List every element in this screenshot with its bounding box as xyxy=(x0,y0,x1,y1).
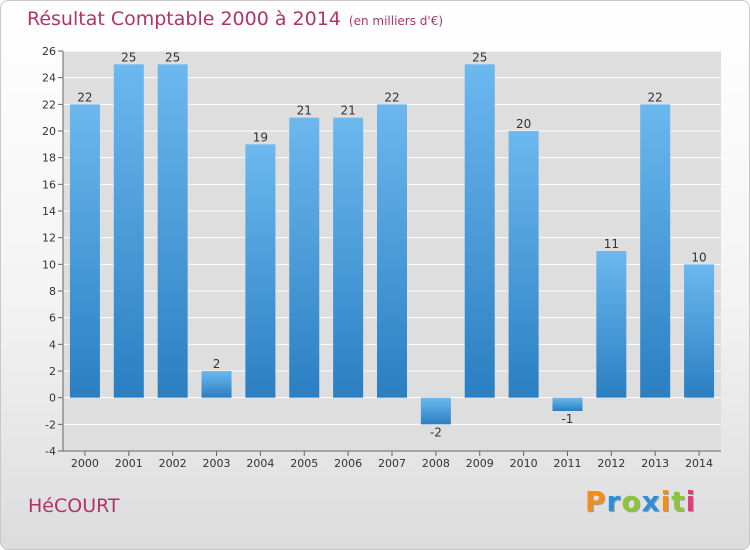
logo-letter: t xyxy=(671,485,686,518)
data-label: 21 xyxy=(340,104,355,118)
bar-2011 xyxy=(552,397,583,411)
data-label: 25 xyxy=(121,50,136,64)
data-label: 21 xyxy=(297,104,312,118)
y-tick-label: -4 xyxy=(45,445,56,458)
y-tick-label: 10 xyxy=(42,258,56,271)
bars xyxy=(69,64,715,425)
y-tick-label: 0 xyxy=(49,392,56,405)
data-label: -2 xyxy=(430,425,442,439)
bar-2010 xyxy=(508,131,539,398)
y-tick-label: 22 xyxy=(42,98,56,111)
bar-2000 xyxy=(69,104,100,398)
chart-title: Résultat Comptable 2000 à 2014 (en millie… xyxy=(27,8,443,30)
bar-2009 xyxy=(464,64,495,398)
y-tick-label: 4 xyxy=(49,338,56,351)
x-tick-label: 2014 xyxy=(685,457,713,470)
y-tick-label: -2 xyxy=(45,418,56,431)
data-label: -1 xyxy=(561,412,573,426)
logo-letter: o xyxy=(621,485,642,518)
y-tick-label: 18 xyxy=(42,152,56,165)
logo-letter: x xyxy=(641,485,661,518)
y-tick-label: 20 xyxy=(42,125,56,138)
y-tick-label: 16 xyxy=(42,178,56,191)
chart-title-text: Résultat Comptable 2000 à 2014 xyxy=(27,8,341,30)
chart-subtitle: (en milliers d'€) xyxy=(348,14,444,28)
y-tick-label: 6 xyxy=(49,312,56,325)
logo-letter: P xyxy=(585,485,607,518)
bar-2005 xyxy=(289,117,320,398)
bar-2006 xyxy=(333,117,364,398)
x-tick-label: 2009 xyxy=(466,457,494,470)
data-label: 10 xyxy=(691,250,706,264)
x-axis: 2000 2001 2002 2003 2004 2005 2006 2007 2008 2009… xyxy=(63,450,721,470)
x-tick-label: 2000 xyxy=(71,457,99,470)
x-tick-label: 2012 xyxy=(597,457,625,470)
x-tick-label: 2010 xyxy=(510,457,538,470)
y-tick-label: 2 xyxy=(49,365,56,378)
bar-2007 xyxy=(377,104,407,398)
x-tick-label: 2004 xyxy=(246,457,274,470)
bar-2012 xyxy=(596,251,627,398)
data-label: 11 xyxy=(604,237,619,251)
proxiti-logo: Proxiti xyxy=(585,485,696,518)
data-label: 19 xyxy=(253,130,268,144)
data-label: 25 xyxy=(165,50,180,64)
logo-letter: i xyxy=(660,485,672,518)
y-tick-label: 14 xyxy=(42,205,56,218)
bar-2001 xyxy=(113,64,144,398)
data-label: 22 xyxy=(648,90,663,104)
y-tick-label: 12 xyxy=(42,232,56,245)
bar-2002 xyxy=(157,64,188,398)
data-label: 2 xyxy=(213,357,221,371)
bar-2004 xyxy=(245,144,276,398)
x-tick-label: 2011 xyxy=(553,457,581,470)
data-labels: 22 25 25 2 19 21 21 22 -2 25 20 -1 11 22 10 xyxy=(77,50,706,439)
x-tick-label: 2007 xyxy=(378,457,406,470)
y-tick-label: 26 xyxy=(42,45,56,58)
town-name: HéCOURT xyxy=(28,495,120,517)
x-tick-label: 2008 xyxy=(422,457,450,470)
data-label: 25 xyxy=(472,50,487,64)
x-tick-label: 2006 xyxy=(334,457,362,470)
data-label: 20 xyxy=(516,117,531,131)
x-tick-label: 2002 xyxy=(159,457,187,470)
y-tick-label: 24 xyxy=(42,72,56,85)
x-tick-label: 2001 xyxy=(115,457,143,470)
x-tick-label: 2013 xyxy=(641,457,669,470)
y-tick-label: 8 xyxy=(49,285,56,298)
x-tick-label: 2005 xyxy=(290,457,318,470)
logo-letter: i xyxy=(685,485,697,518)
logo-letter: r xyxy=(606,485,622,518)
bar-2014 xyxy=(684,264,715,398)
data-label: 22 xyxy=(384,90,399,104)
data-label: 22 xyxy=(77,90,92,104)
bar-2003 xyxy=(201,371,232,398)
bar-2008 xyxy=(420,397,451,425)
x-tick-label: 2003 xyxy=(203,457,231,470)
bar-2013 xyxy=(640,104,671,398)
